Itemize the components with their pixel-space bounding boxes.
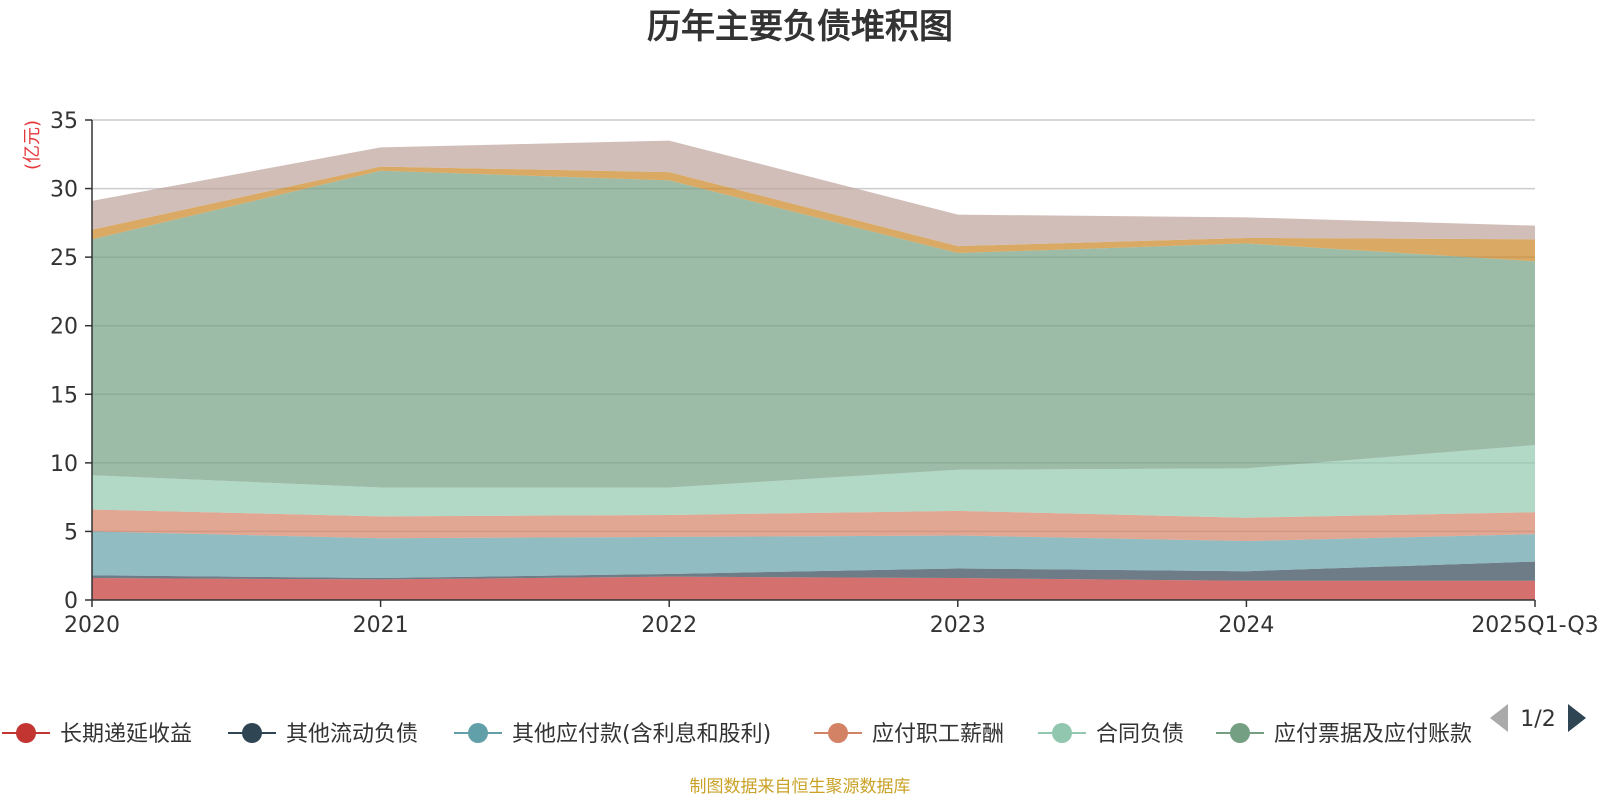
y-tick-label-5: 5 (64, 520, 78, 545)
legend-marker-circle (828, 723, 848, 743)
area-series-4 (92, 509, 1535, 542)
area-series-6 (92, 170, 1535, 488)
legend-marker-circle (242, 723, 262, 743)
y-tick-label-30: 30 (50, 178, 78, 203)
y-axis-unit-label: (亿元) (22, 120, 43, 170)
y-tick-label-15: 15 (50, 383, 78, 408)
area-series-1 (92, 576, 1535, 600)
area-series-3 (92, 531, 1535, 579)
x-tick-label-4: 2024 (1218, 613, 1274, 638)
y-tick-label-20: 20 (50, 315, 78, 340)
legend-marker-circle (16, 723, 36, 743)
legend-pager[interactable]: 1/2 (1490, 704, 1586, 732)
x-axis-ticks: 2020 2021 2022 2023 2024 2025Q1-Q3 (64, 600, 1599, 638)
y-tick-label-35: 35 (50, 109, 78, 134)
legend-label: 应付票据及应付账款 (1274, 722, 1472, 747)
chart-title: 历年主要负债堆积图 (647, 7, 953, 47)
legend-marker-circle (468, 723, 488, 743)
y-tick-label-0: 0 (64, 589, 78, 614)
x-tick-label-5: 2025Q1-Q3 (1471, 613, 1598, 638)
area-series-7 (92, 166, 1535, 262)
legend-item-3[interactable]: 其他应付款(含利息和股利) (454, 722, 771, 747)
legend-marker-circle (1052, 723, 1072, 743)
y-axis-ticks: 0 5 10 15 20 25 30 35 (50, 109, 92, 614)
area-series-group (92, 140, 1535, 600)
legend-item-4[interactable]: 应付职工薪酬 (814, 722, 1004, 747)
legend-label: 合同负债 (1096, 722, 1184, 747)
x-tick-label-3: 2023 (930, 613, 986, 638)
legend-page-indicator: 1/2 (1520, 707, 1555, 732)
legend-marker-circle (1230, 723, 1250, 743)
area-series-8 (92, 140, 1535, 247)
legend-next-page-icon[interactable] (1568, 704, 1586, 732)
legend-item-1[interactable]: 长期递延收益 (2, 722, 192, 747)
legend-label: 其他应付款(含利息和股利) (512, 722, 771, 747)
axes (91, 120, 1535, 601)
area-series-5 (92, 445, 1535, 518)
y-tick-label-10: 10 (50, 452, 78, 477)
area-series-2 (92, 561, 1535, 581)
legend-item-6[interactable]: 应付票据及应付账款 (1216, 722, 1472, 747)
legend-prev-page-icon[interactable] (1490, 704, 1508, 732)
legend-label: 应付职工薪酬 (872, 722, 1004, 747)
x-tick-label-0: 2020 (64, 613, 120, 638)
legend-label: 其他流动负债 (286, 722, 418, 747)
x-tick-label-2: 2022 (641, 613, 697, 638)
legend-item-5[interactable]: 合同负债 (1038, 722, 1184, 747)
legend[interactable]: 长期递延收益 其他流动负债 其他应付款(含利息和股利) 应付职工薪酬 合同负债 应付票据及… (2, 722, 1472, 747)
y-tick-label-25: 25 (50, 246, 78, 271)
source-note: 制图数据来自恒生聚源数据库 (690, 777, 911, 797)
legend-label: 长期递延收益 (60, 722, 192, 747)
legend-item-2[interactable]: 其他流动负债 (228, 722, 418, 747)
x-tick-label-1: 2021 (353, 613, 409, 638)
